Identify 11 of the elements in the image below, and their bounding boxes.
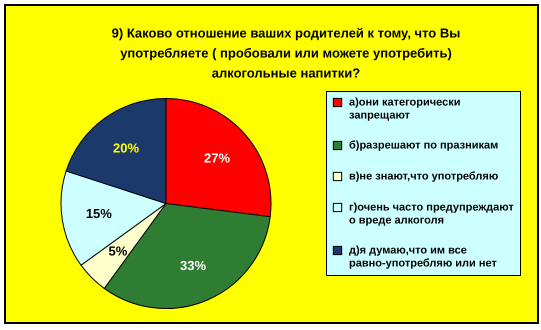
- data-label: 20%: [113, 140, 140, 156]
- legend-label: д)я думаю,что им все равно-употребляю или нет: [349, 244, 498, 270]
- data-label: 27%: [204, 150, 230, 166]
- data-label: 15%: [86, 206, 112, 222]
- legend-label: в)не знают,что употребляю: [349, 170, 498, 182]
- chart-title: 9) Каково отношение ваших родителей к тому, что Вы употребляете ( пробовали или можете употребить) алкогольные напитки?: [112, 26, 460, 80]
- legend-label: б)разрешают по празникам: [349, 140, 498, 152]
- data-label: 33%: [180, 258, 206, 273]
- legend-label: г)очень часто предупреждают о вреде алкоголя: [349, 202, 514, 226]
- legend-label: а)они категорически запрещают: [349, 96, 460, 122]
- data-label: 5%: [108, 244, 128, 259]
